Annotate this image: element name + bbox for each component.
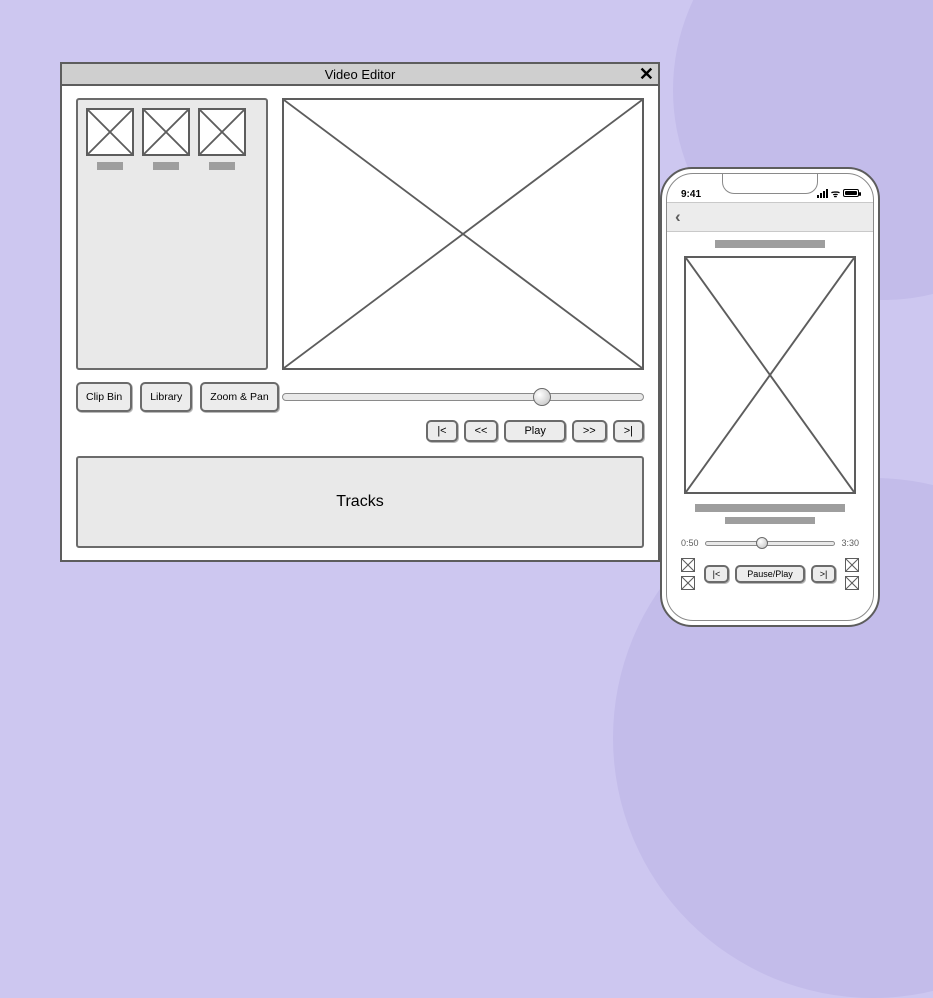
phone-transport: |< Pause/Play >| [704, 565, 837, 583]
time-current: 0:50 [681, 538, 699, 548]
tracks-panel[interactable]: Tracks [76, 456, 644, 548]
clip-label-placeholder [153, 162, 179, 170]
preview-canvas[interactable] [282, 98, 644, 370]
clip-thumbnail-placeholder [198, 108, 246, 156]
left-icon-stack [681, 558, 695, 590]
last-frame-button[interactable]: >| [613, 420, 644, 442]
subtitle-placeholder [695, 504, 845, 512]
first-frame-button[interactable]: |< [426, 420, 457, 442]
option-icon[interactable] [681, 558, 695, 572]
clip-bin-panel [76, 98, 268, 370]
option-icon[interactable] [681, 576, 695, 590]
subtitle-placeholder [725, 517, 815, 524]
media-image-placeholder[interactable] [684, 256, 856, 494]
clip-bin-button[interactable]: Clip Bin [76, 382, 132, 412]
option-icon[interactable] [845, 558, 859, 572]
nav-bar: ‹ [667, 202, 873, 232]
clip-label-placeholder [209, 162, 235, 170]
signal-icon [817, 189, 828, 198]
prev-button[interactable]: |< [704, 565, 730, 583]
window-body: Clip Bin Library Zoom & Pan |< << Play >… [62, 86, 658, 560]
phone-content: 0:50 3:30 |< Pause/Play >| [667, 232, 873, 590]
playback-slider[interactable] [705, 541, 836, 546]
window-titlebar[interactable]: Video Editor ✕ [62, 64, 658, 86]
wifi-icon: ᯤ [831, 186, 840, 200]
back-icon[interactable]: ‹ [675, 207, 681, 227]
clip-thumbnail-placeholder [142, 108, 190, 156]
right-icon-stack [845, 558, 859, 590]
slider-thumb[interactable] [533, 388, 551, 406]
video-editor-window: Video Editor ✕ [60, 62, 660, 562]
window-title: Video Editor [325, 67, 396, 82]
clip-item[interactable] [86, 108, 134, 360]
zoom-pan-button[interactable]: Zoom & Pan [200, 382, 278, 412]
panel-buttons: Clip Bin Library Zoom & Pan [76, 382, 268, 412]
play-button[interactable]: Play [504, 420, 565, 442]
next-button[interactable]: >| [811, 565, 837, 583]
clip-item[interactable] [198, 108, 246, 360]
phone-controls-row: |< Pause/Play >| [681, 558, 859, 590]
battery-icon [843, 189, 859, 197]
slider-track [282, 393, 644, 401]
tracks-label: Tracks [336, 493, 383, 511]
forward-button[interactable]: >> [572, 420, 607, 442]
status-time: 9:41 [681, 189, 701, 200]
phone-screen: 9:41 ᯤ ‹ 0:50 3:30 [666, 173, 874, 621]
mid-row: Clip Bin Library Zoom & Pan [76, 382, 644, 412]
library-button[interactable]: Library [140, 382, 192, 412]
timeline-slider[interactable] [282, 382, 644, 412]
option-icon[interactable] [845, 576, 859, 590]
pause-play-button[interactable]: Pause/Play [735, 565, 805, 583]
clip-label-placeholder [97, 162, 123, 170]
clip-thumbnail-placeholder [86, 108, 134, 156]
rewind-button[interactable]: << [464, 420, 499, 442]
slider-thumb[interactable] [756, 537, 768, 549]
clip-item[interactable] [142, 108, 190, 360]
close-icon[interactable]: ✕ [639, 65, 654, 83]
time-total: 3:30 [841, 538, 859, 548]
phone-mockup: 9:41 ᯤ ‹ 0:50 3:30 [660, 167, 880, 627]
transport-controls: |< << Play >> >| [282, 420, 644, 442]
title-placeholder [715, 240, 825, 248]
status-icons: ᯤ [817, 186, 859, 200]
playback-slider-row: 0:50 3:30 [681, 538, 859, 548]
phone-notch [722, 174, 818, 194]
upper-region [76, 98, 644, 370]
